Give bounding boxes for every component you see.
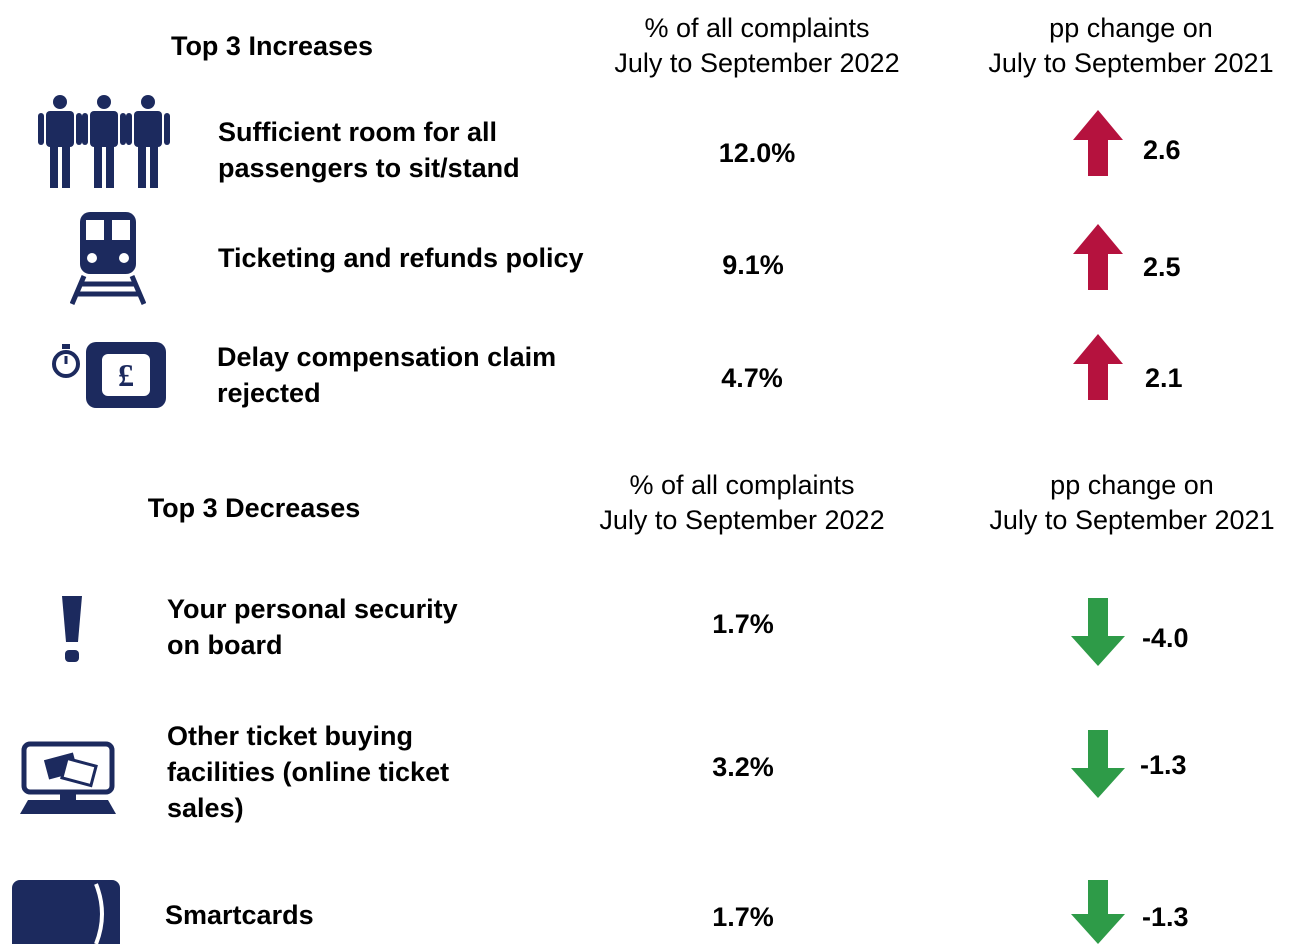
row-label: Delay compensation claim rejected [217, 339, 556, 411]
label-line: Sufficient room for all [218, 117, 498, 147]
share-value: 12.0% [718, 138, 796, 168]
row-label: Other ticket buying facilities (online ti… [167, 718, 449, 826]
people-icon [38, 95, 170, 188]
label-line: rejected [217, 378, 321, 408]
label-line: facilities (online ticket [167, 757, 450, 787]
share-value: 3.2% [712, 752, 774, 782]
label-line: Your personal security [167, 594, 458, 624]
row-label: Smartcards [165, 897, 314, 933]
header-line: pp change on [1049, 13, 1213, 43]
label-line: Ticketing and refunds policy [218, 243, 584, 273]
change-value: 2.5 [1143, 252, 1181, 282]
alert-icon [62, 596, 82, 662]
label-line: sales) [167, 793, 244, 823]
share-value: 1.7% [712, 902, 774, 932]
svg-text:£: £ [118, 357, 134, 393]
compensation-icon: £ [52, 342, 166, 408]
smartcard-icon [12, 880, 120, 944]
header-line: % of all complaints [644, 13, 870, 43]
row-label: Your personal security on board [167, 591, 458, 663]
column-header: % of all complaints July to September 202… [614, 11, 899, 81]
label-line: Smartcards [165, 900, 314, 930]
header-line: July to September 2022 [599, 505, 885, 535]
change-value: 2.6 [1143, 135, 1181, 165]
label-line: Other ticket buying [167, 721, 414, 751]
column-header: pp change on July to September 2021 [989, 468, 1274, 538]
header-line: July to September 2022 [614, 48, 900, 78]
label-line: on board [167, 630, 283, 660]
share-value: 9.1% [722, 250, 784, 280]
change-value: 2.1 [1145, 363, 1183, 393]
share-value: 4.7% [721, 363, 783, 393]
label-line: passengers to sit/stand [218, 153, 520, 183]
share-value: 1.7% [712, 609, 774, 639]
computer-icon [20, 741, 116, 814]
change-value: -1.3 [1140, 750, 1187, 780]
header-line: July to September 2021 [988, 48, 1274, 78]
down-arrows [1071, 598, 1125, 944]
column-header: pp change on July to September 2021 [988, 11, 1273, 81]
row-label: Ticketing and refunds policy [218, 240, 584, 276]
header-line: pp change on [1050, 470, 1214, 500]
train-icon [70, 212, 146, 305]
header-line: % of all complaints [629, 470, 855, 500]
up-arrows [1073, 110, 1123, 400]
section-title: Top 3 Decreases [147, 493, 361, 523]
label-line: Delay compensation claim [217, 342, 557, 372]
change-value: -1.3 [1142, 902, 1189, 932]
header-line: July to September 2021 [989, 505, 1275, 535]
section-title: Top 3 Increases [170, 31, 374, 61]
change-value: -4.0 [1142, 623, 1189, 653]
row-label: Sufficient room for all passengers to sit… [218, 114, 520, 186]
column-header: % of all complaints July to September 202… [599, 468, 884, 538]
